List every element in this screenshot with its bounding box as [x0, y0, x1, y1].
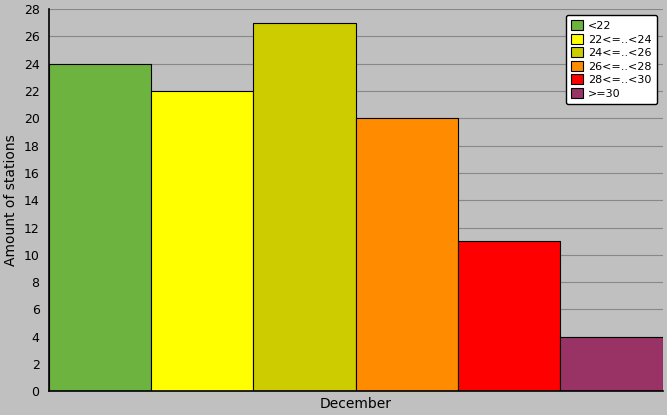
X-axis label: December: December: [319, 397, 392, 411]
Bar: [560, 337, 663, 391]
Bar: [356, 118, 458, 391]
Y-axis label: Amount of stations: Amount of stations: [4, 134, 18, 266]
Legend: <22, 22<=..<24, 24<=..<26, 26<=..<28, 28<=..<30, >=30: <22, 22<=..<24, 24<=..<26, 26<=..<28, 28…: [566, 15, 657, 105]
Bar: [458, 241, 560, 391]
Bar: [253, 23, 356, 391]
Bar: [49, 64, 151, 391]
Bar: [151, 91, 253, 391]
